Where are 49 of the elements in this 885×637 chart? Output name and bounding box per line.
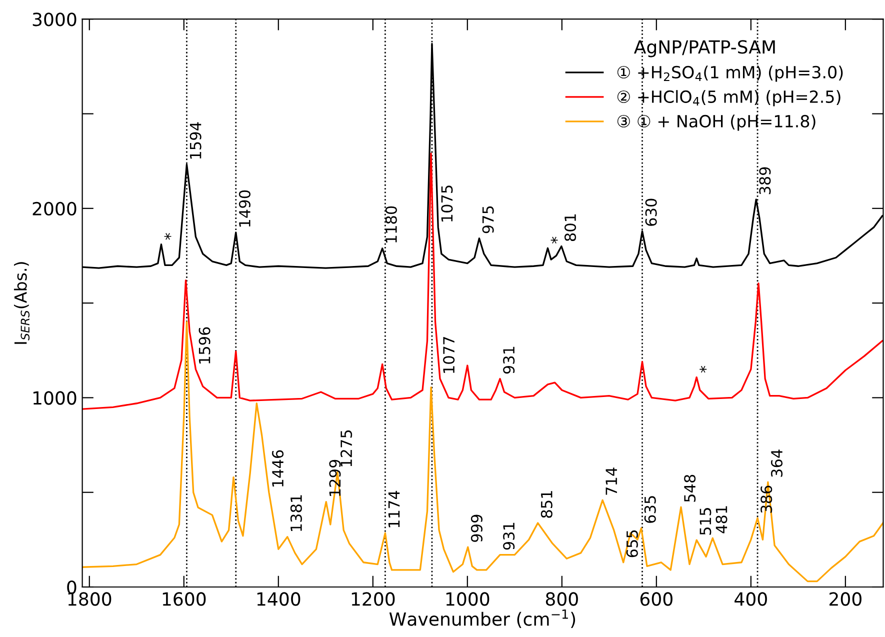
annotation: 1075 [441, 186, 453, 222]
x-tick-label: 1400 [257, 592, 300, 606]
y-axis-title: I$_{SERS}$(Abs.) [14, 262, 30, 344]
annotation: 655 [626, 530, 638, 558]
legend-label: ① +H$_{2}$SO$_{4}$(1 mM) (pH=3.0) [617, 66, 843, 82]
legend-label: ③ ① + NaOH (pH=11.8) [617, 114, 816, 131]
annotation: 515 [700, 508, 712, 535]
x-tick-label: 1200 [352, 592, 395, 606]
annotation: 1275 [340, 430, 352, 466]
legend-label: ② +HClO$_{4}$(5 mM) (pH=2.5) [617, 90, 840, 106]
annotation: * [700, 366, 707, 373]
x-tick-label: 600 [640, 592, 672, 606]
annotation: 630 [645, 198, 657, 226]
x-tick-label: 1800 [68, 592, 112, 606]
annotation: 801 [564, 214, 576, 242]
y-tick-label: 2000 [32, 202, 76, 216]
annotation: 1596 [198, 327, 210, 364]
annotation: * [550, 236, 558, 244]
x-tick-label: 800 [546, 592, 578, 606]
annotation: 386 [760, 486, 772, 513]
annotation: 1594 [190, 122, 202, 159]
annotation: 1180 [385, 206, 397, 242]
annotation: 931 [503, 346, 515, 374]
annotation: * [164, 233, 172, 240]
y-tick-label: 3000 [32, 12, 76, 26]
x-tick-label: 400 [734, 592, 767, 606]
annotation: 975 [482, 206, 494, 234]
annotation: 548 [684, 474, 696, 502]
annotation: 635 [644, 496, 656, 523]
legend-title: AgNP/PATP-SAM [634, 40, 775, 58]
x-tick-label: 1000 [446, 592, 490, 606]
annotation: 931 [503, 522, 515, 550]
annotation: 481 [716, 506, 728, 534]
annotation: 851 [540, 491, 552, 518]
annotation: 1174 [388, 490, 400, 528]
annotation: 1299 [329, 460, 341, 496]
line-series [82, 321, 884, 582]
annotation: 1446 [272, 450, 284, 487]
annotation: 714 [606, 468, 617, 495]
x-axis-title: Wavenumber (cm$^{−1}$) [389, 609, 576, 628]
annotation: 1077 [443, 337, 455, 373]
annotation: 1490 [238, 190, 250, 227]
x-tick-label: 1600 [162, 592, 206, 606]
annotation: 364 [770, 450, 783, 477]
annotation: 1381 [290, 495, 302, 531]
x-tick-label: 200 [830, 592, 862, 606]
annotation: 999 [470, 514, 482, 542]
y-tick-label: 1000 [33, 391, 76, 405]
annotation: 389 [759, 167, 771, 194]
